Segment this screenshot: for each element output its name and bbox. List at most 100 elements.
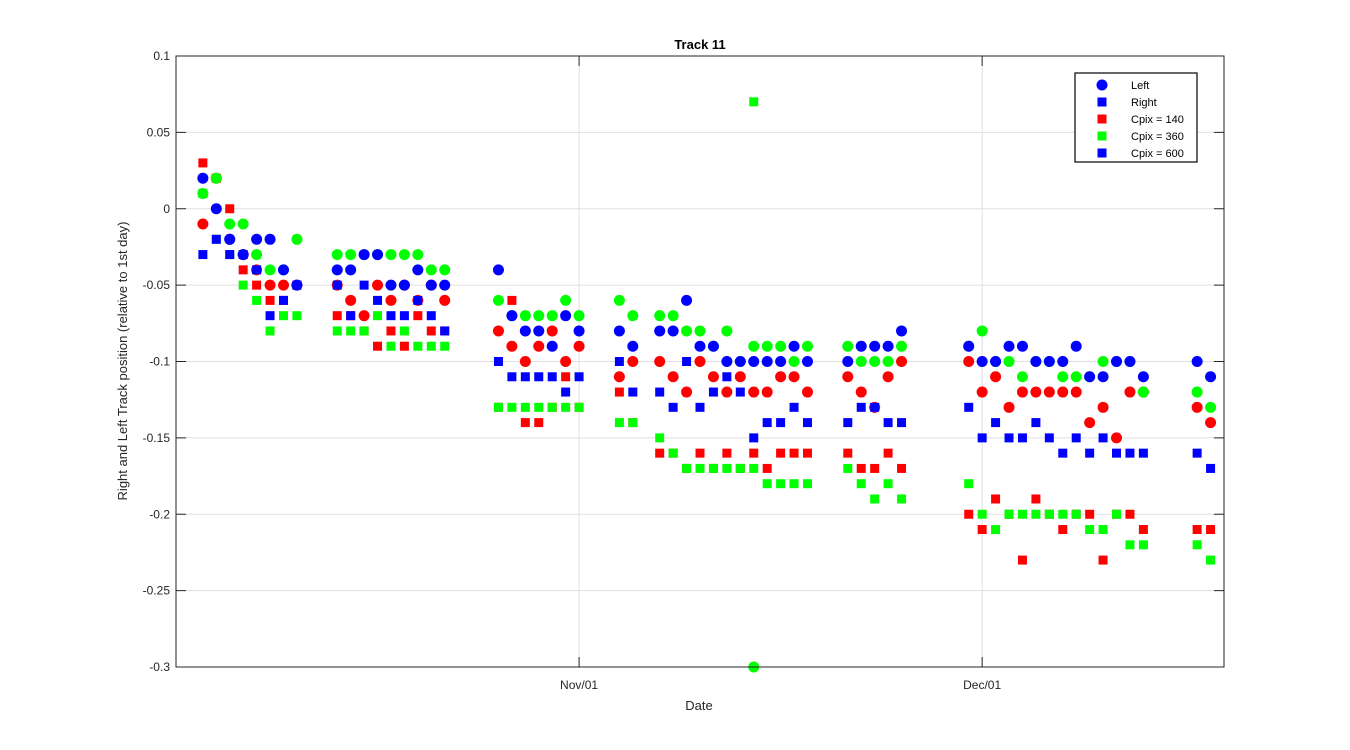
right-point [870,402,880,412]
left-point [707,340,719,352]
left-point [1043,386,1055,398]
right-point [238,280,248,290]
right-point [1192,448,1202,458]
right-point [520,372,530,382]
series-group [197,172,1217,473]
axis-ticks: 0.1 0.05 0 -0.05 -0.1 -0.15 -0.2 -0.25 -0.3 Nov/0… [143,49,1224,692]
left-point [896,325,908,337]
left-point [734,371,746,383]
left-point [573,325,585,337]
right-point [386,326,396,336]
legend-entry: Right [1097,97,1157,109]
data-points [197,97,1217,673]
left-point [264,264,276,276]
left-point [224,233,236,245]
right-point [1112,448,1122,458]
right-point [413,311,423,321]
right-point [225,250,235,260]
left-point [882,371,894,383]
right-point [1125,540,1135,550]
right-point [225,204,235,214]
legend-entry: Cpix = 140 [1097,114,1184,126]
right-point [1098,433,1108,443]
left-point [613,294,625,306]
right-point [561,372,571,382]
right-point [749,433,759,443]
left-point [627,356,639,367]
right-point [776,479,786,489]
left-point [251,249,263,261]
left-point [1097,371,1109,383]
right-point [1031,418,1041,428]
left-point [627,310,639,322]
left-point [197,187,209,199]
right-point [856,479,866,489]
right-point [359,280,369,290]
legend-label: Cpix = 140 [1131,114,1184,126]
left-point [694,325,706,337]
right-point [708,387,718,397]
left-point [1043,356,1055,367]
left-point [788,340,800,352]
right-point [265,295,275,305]
right-point [278,311,288,321]
right-point [373,341,383,351]
left-point [439,294,451,306]
right-point [574,372,584,382]
legend-marker-square [1097,114,1107,124]
right-point [507,372,517,382]
left-point [1111,356,1123,367]
right-point [695,402,705,412]
left-point [748,356,760,367]
right-point [628,387,638,397]
right-point [1058,448,1068,458]
y-tick-label: 0 [163,202,170,216]
left-point [963,356,975,367]
y-tick-label: 0.05 [147,125,171,139]
y-axis-label: Right and Left Track position (relative … [115,222,130,501]
left-point [801,356,813,367]
left-point [990,371,1002,383]
right-point [655,433,665,443]
right-point [520,402,530,412]
left-point [210,172,222,184]
left-point [1191,386,1203,398]
right-point [1206,525,1216,535]
left-point [519,310,531,322]
right-point [762,479,772,489]
left-point [573,310,585,322]
right-point [1085,448,1095,458]
right-point [1004,433,1014,443]
right-point [991,494,1001,504]
right-point [1031,509,1041,519]
left-point [237,218,249,230]
right-point [1071,509,1081,519]
right-point [843,448,853,458]
left-point [1003,356,1015,367]
left-point [1097,401,1109,413]
right-point [265,326,275,336]
left-point [694,340,706,352]
left-point [237,249,249,261]
right-point [1138,525,1148,535]
legend: Left Right Cpix = 140 Cpix = 360 Cpix = 600 [1074,72,1198,163]
left-point [788,356,800,367]
left-point [372,249,384,261]
right-point [991,418,1001,428]
left-point [492,294,504,306]
right-point [843,463,853,473]
right-point [413,295,423,305]
left-point [775,340,787,352]
right-point [1098,555,1108,565]
right-point [843,418,853,428]
left-point [1070,386,1082,398]
right-point [977,433,987,443]
left-point [613,325,625,337]
right-point [776,448,786,458]
left-point [398,249,410,261]
left-point [412,249,424,261]
legend-marker-square [1097,131,1107,141]
right-point [1031,494,1041,504]
left-point [1205,417,1217,429]
right-point [238,265,248,275]
